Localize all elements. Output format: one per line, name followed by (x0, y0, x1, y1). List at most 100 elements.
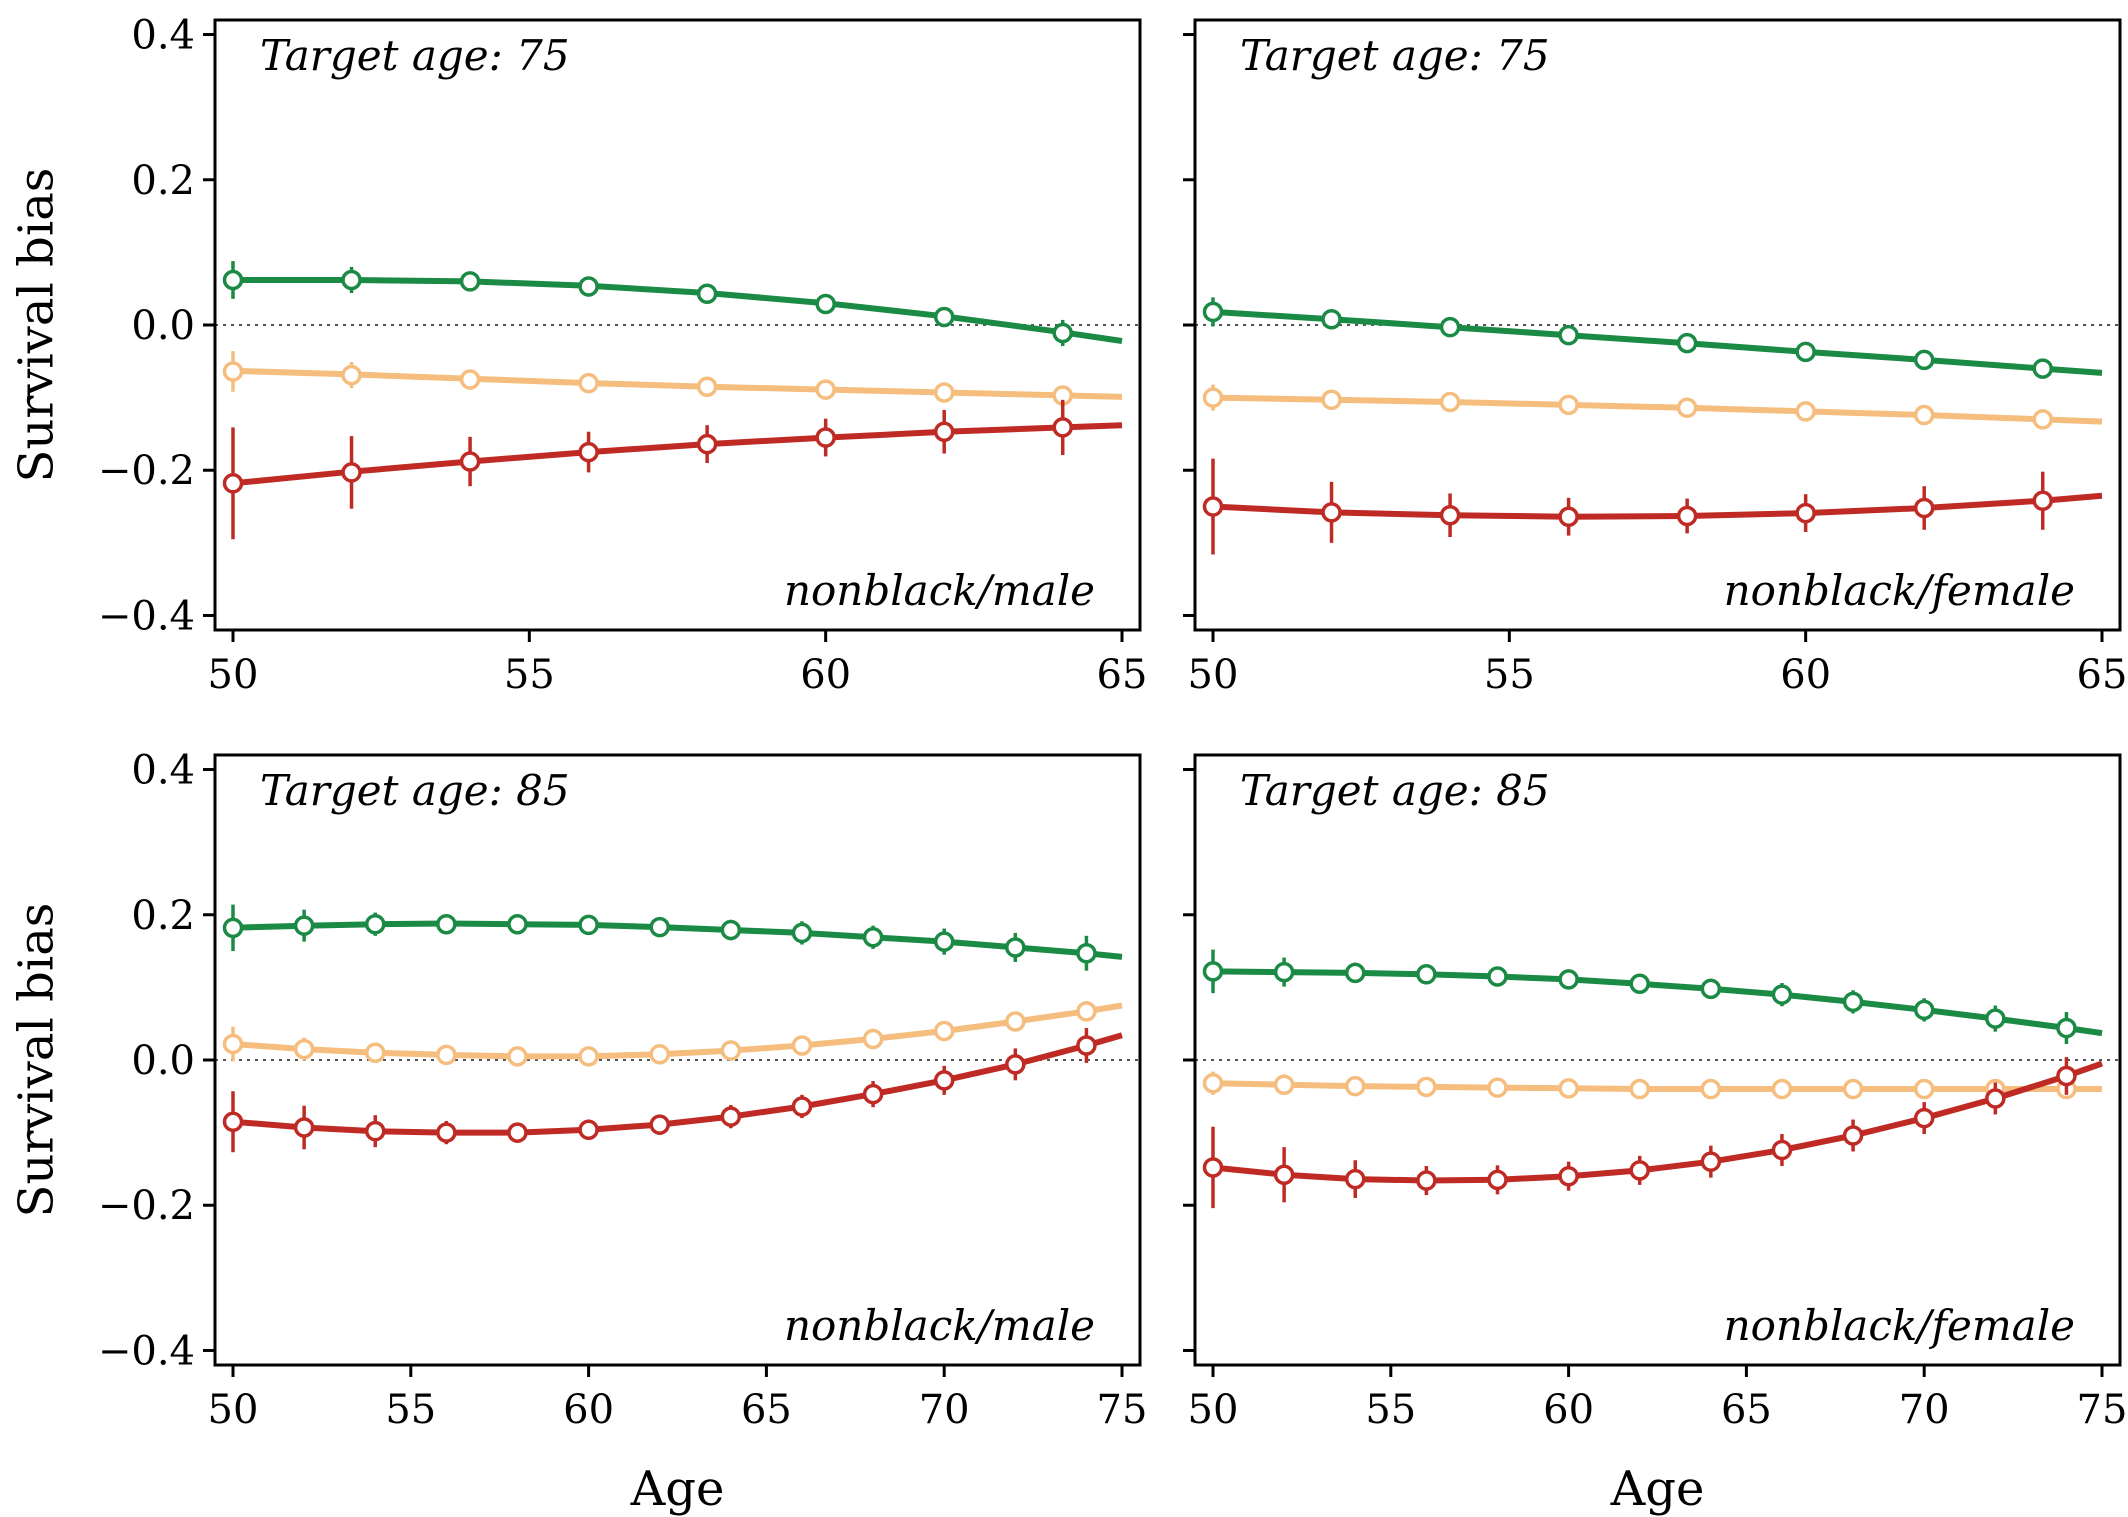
chart-panel-4: 50 55 60 65 70 75 Target age: 85 nonblack/femal… (1183, 753, 2128, 1517)
series-red (222, 1028, 1123, 1153)
data-point (933, 1020, 955, 1042)
data-point (1321, 502, 1342, 523)
data-point (1913, 1107, 1935, 1129)
data-point (1700, 1151, 1722, 1172)
data-point (1771, 1139, 1793, 1161)
data-point (1344, 1168, 1366, 1190)
series-line (1212, 308, 2103, 376)
data-point (222, 1033, 244, 1055)
data-point (1558, 1078, 1579, 1099)
data-point (815, 427, 836, 448)
x-tick-label: 50 (208, 1387, 259, 1433)
data-point (2032, 490, 2053, 511)
data-point (1629, 1078, 1650, 1100)
data-point (578, 276, 599, 297)
data-point (1700, 1078, 1722, 1100)
data-point (364, 1042, 386, 1063)
series-line (1212, 968, 2103, 1037)
x-tick-label: 75 (1097, 1387, 1148, 1433)
data-point (1439, 505, 1461, 526)
x-tick-label: 50 (208, 652, 259, 698)
data-point (862, 1083, 884, 1105)
data-point (696, 376, 718, 397)
data-point (1321, 308, 1342, 330)
annotation-target-age: Target age: 75 (1240, 31, 1550, 80)
series-line (232, 920, 1123, 960)
series-green (222, 261, 1123, 347)
data-point (1795, 401, 1816, 422)
series-line (1212, 394, 2103, 425)
series-line (232, 1032, 1123, 1136)
data-point (933, 1070, 955, 1091)
data-point (791, 922, 813, 944)
x-tick-label: 55 (1365, 1387, 1416, 1433)
data-point (459, 271, 481, 292)
data-point (720, 1040, 742, 1061)
data-point (1416, 964, 1437, 985)
x-axis-title: Age (1610, 1461, 1705, 1517)
x-tick-label: 50 (1188, 1387, 1239, 1433)
data-point (1344, 962, 1366, 984)
data-point (1913, 497, 1935, 519)
x-tick-label: 65 (1721, 1387, 1772, 1433)
data-point (341, 462, 362, 483)
series-line (232, 367, 1123, 400)
x-tick-label: 75 (2077, 1387, 2128, 1433)
data-point (578, 441, 599, 463)
data-point (1913, 999, 1935, 1021)
data-point (933, 382, 955, 403)
data-point (720, 919, 742, 941)
data-point (649, 916, 670, 938)
data-point (1913, 349, 1935, 371)
data-point (1273, 961, 1295, 983)
x-tick-label: 60 (1543, 1387, 1594, 1433)
data-point (1439, 391, 1461, 413)
data-point (436, 1044, 457, 1066)
data-point (1985, 1008, 2006, 1029)
data-point (1629, 1160, 1650, 1181)
data-point (2056, 1065, 2077, 1087)
data-point (222, 1111, 244, 1132)
data-point (1487, 966, 1508, 987)
data-point (1771, 984, 1793, 1005)
series-orange (1202, 384, 2103, 430)
data-point (1913, 404, 1935, 426)
data-point (1202, 301, 1224, 323)
data-point (1842, 1125, 1864, 1146)
y-tick-label: −0.2 (98, 448, 195, 494)
chart-panel-2: 50 55 60 65 Target age: 75 nonblack/female (1183, 18, 2128, 698)
series-line (233, 277, 1123, 344)
data-point (222, 361, 244, 382)
y-tick-label: 0.4 (131, 748, 195, 794)
x-tick-label: 55 (504, 652, 555, 698)
data-point (1344, 1075, 1366, 1097)
x-tick-label: 55 (385, 1387, 436, 1433)
data-point (1795, 502, 1816, 524)
x-tick-label: 60 (563, 1387, 614, 1433)
x-tick-label: 65 (2077, 652, 2128, 698)
data-point (1005, 1011, 1026, 1032)
data-point (1273, 1074, 1295, 1095)
data-point (459, 451, 481, 472)
data-point (933, 421, 955, 442)
x-tick-label: 70 (1899, 1387, 1950, 1433)
data-point (459, 369, 481, 390)
data-point (1795, 341, 1816, 363)
data-point (293, 915, 315, 936)
data-point (1558, 1165, 1579, 1187)
x-tick-label: 60 (1780, 652, 1831, 698)
data-point (222, 269, 244, 291)
data-point (1005, 937, 1026, 958)
data-point (1321, 389, 1342, 411)
series-line (232, 422, 1123, 487)
data-point (578, 1046, 599, 1067)
data-point (364, 1120, 386, 1142)
data-point (862, 1028, 884, 1050)
annotation-target-age: Target age: 85 (1240, 766, 1550, 815)
y-axis-title: Survival bias (9, 903, 65, 1218)
data-point (1842, 1078, 1864, 1100)
x-axis-title: Age (630, 1461, 725, 1517)
y-tick-label: −0.4 (98, 1328, 195, 1374)
series-green (1202, 297, 2103, 379)
